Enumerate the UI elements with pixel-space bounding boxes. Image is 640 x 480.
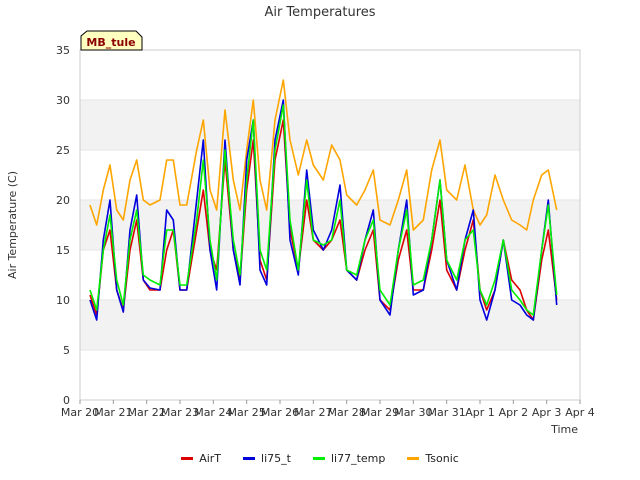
y-axis-ticks: 0 5 10 15 20 25 30 35 <box>56 44 70 407</box>
y-tick-label: 10 <box>56 294 70 307</box>
series-layer <box>89 79 558 321</box>
x-tick-label: Mar 26 <box>261 406 299 419</box>
x-tick-label: Mar 31 <box>428 406 466 419</box>
legend-label: li75_t <box>261 452 291 465</box>
x-tick-label: Mar 28 <box>328 406 366 419</box>
y-tick-label: 35 <box>56 44 70 57</box>
x-tick-label: Mar 21 <box>94 406 132 419</box>
station-label-shape <box>80 30 143 51</box>
y-tick-label: 15 <box>56 244 70 257</box>
x-tick-label: Mar 30 <box>394 406 432 419</box>
x-tick-label: Mar 29 <box>361 406 399 419</box>
y-tick-label: 5 <box>63 344 70 357</box>
x-tick-label: Mar 20 <box>61 406 99 419</box>
legend-label: AirT <box>199 452 222 465</box>
legend-swatch <box>407 457 420 460</box>
legend-swatch <box>312 457 325 460</box>
y-tick-label: 20 <box>56 194 70 207</box>
legend-item: Tsonic <box>407 452 459 465</box>
station-label-box: MB_tule <box>80 30 143 51</box>
x-tick-label: Apr 4 <box>565 406 595 419</box>
x-tick-label: Mar 27 <box>294 406 332 419</box>
y-tick-label: 30 <box>56 94 70 107</box>
y-tick-label: 25 <box>56 144 70 157</box>
x-tick-label: Mar 22 <box>128 406 166 419</box>
station-label: MB_tule <box>86 36 135 49</box>
x-tick-label: Apr 2 <box>499 406 529 419</box>
legend-swatch <box>243 457 256 460</box>
x-tick-label: Mar 24 <box>194 406 232 419</box>
background-band <box>80 100 580 150</box>
x-tick-label: Apr 3 <box>532 406 562 419</box>
legend-item: AirT <box>181 452 221 465</box>
legend-item: li75_t <box>243 452 291 465</box>
x-tick-label: Mar 23 <box>161 406 199 419</box>
background-band <box>80 300 580 350</box>
background-bands <box>80 100 580 350</box>
series-line-Tsonic <box>89 79 558 231</box>
series-line-li77_temp <box>89 104 558 316</box>
x-axis-label: Time <box>550 423 578 436</box>
y-axis-label: Air Temperature (C) <box>6 171 19 279</box>
legend-label: li77_temp <box>330 452 386 465</box>
plot-frame <box>79 49 581 401</box>
legend-swatch <box>181 457 194 460</box>
legend-label: Tsonic <box>425 452 459 465</box>
x-tick-label: Apr 1 <box>465 406 495 419</box>
x-tick-label: Mar 25 <box>228 406 266 419</box>
y-tick-label: 0 <box>63 394 70 407</box>
chart-title: Air Temperatures <box>264 5 375 20</box>
legend-item: li77_temp <box>312 452 386 465</box>
legend: AirT li75_t li77_temp Tsonic <box>0 452 640 465</box>
